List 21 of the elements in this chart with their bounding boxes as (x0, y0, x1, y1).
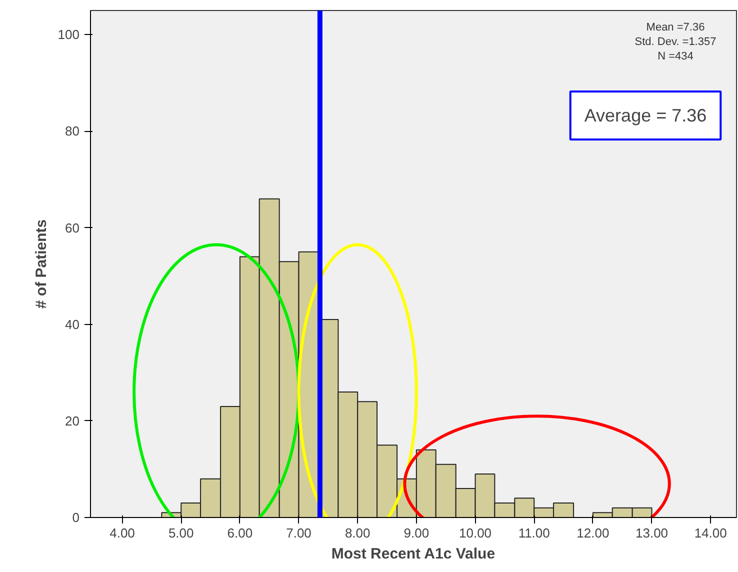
x-tick-label: 13.00 (636, 526, 668, 540)
y-tick-label: 20 (65, 413, 80, 428)
y-tick-label: 60 (65, 220, 80, 236)
x-tick-label: 14.00 (694, 526, 727, 540)
y-tick-label: 40 (65, 316, 80, 332)
x-tick-label: 7.00 (286, 526, 312, 540)
y-axis-title: # of Patients (32, 219, 50, 309)
x-tick-label: 8.00 (344, 526, 370, 540)
annotation: Mean =7.36 Std. Dev. =1.357 N =434 (634, 22, 716, 62)
y-tick-label: 100 (58, 27, 80, 42)
y-tick-label: 0 (72, 510, 80, 525)
x-tick-label: 11.00 (518, 526, 550, 540)
x-tick-label: 9.00 (404, 526, 430, 540)
x-axis-title: Most Recent A1c Value (331, 546, 496, 562)
x-tick-label: 5.00 (168, 526, 194, 540)
y-tick-label: 80 (65, 124, 80, 139)
x-tick-label: 12.00 (576, 526, 610, 540)
x-tick-label: 10.00 (459, 526, 492, 540)
x-tick-label: 6.00 (227, 526, 253, 540)
annotation: Average = 7.36 (584, 106, 707, 126)
x-tick-label: 4.00 (110, 526, 135, 540)
